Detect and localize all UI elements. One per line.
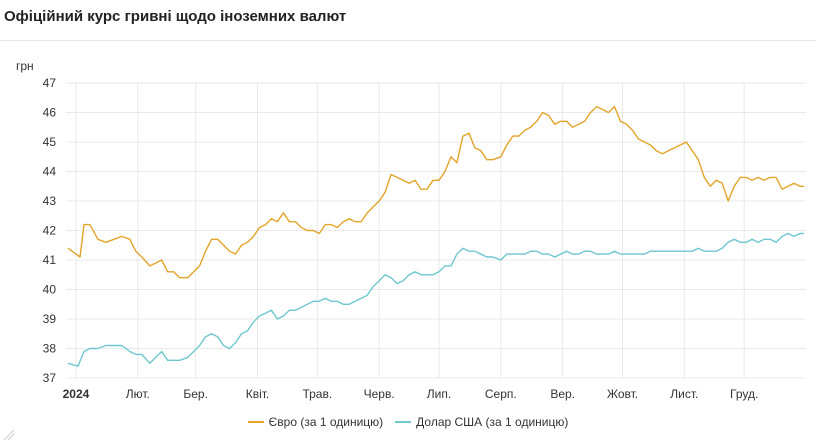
legend-swatch-eur [247,421,264,423]
y-tick-label: 41 [43,253,57,267]
chart-area: грн 37 38 39 40 41 42 43 44 45 46 47 2024 Лют. Бер. Кві… [16,59,806,401]
y-tick-label: 44 [43,165,57,179]
resize-handle-icon [3,429,15,441]
x-tick-label: Квіт. [246,387,270,401]
x-tick-label: Бер. [183,387,208,401]
y-tick-label: 40 [43,283,57,297]
y-axis-label: грн [16,59,34,73]
y-tick-label: 42 [43,224,57,238]
y-tick-label: 45 [43,135,57,149]
x-tick-label: Лист. [670,387,698,401]
y-tick-label: 39 [43,312,57,326]
legend-item-eur[interactable]: Євро (за 1 одиницю) [247,415,384,429]
x-tick-label: Трав. [302,387,332,401]
legend-swatch-usd [395,421,412,423]
legend: Євро (за 1 одиницю) Долар США (за 1 один… [0,415,816,429]
series-line-eur [67,105,804,279]
y-tick-label: 38 [43,342,57,356]
legend-item-usd[interactable]: Долар США (за 1 одиницю) [395,415,568,429]
x-tick-label: Черв. [364,387,395,401]
x-tick-label: Вер. [550,387,575,401]
series-line-usd [67,232,804,367]
x-tick-label: Груд. [730,387,758,401]
legend-label-usd: Долар США (за 1 одиницю) [416,415,569,429]
legend-label-eur: Євро (за 1 одиницю) [268,415,384,429]
x-tick-label: Жовт. [607,387,638,401]
y-tick-label: 37 [43,371,57,385]
chart-title: Офіційний курс гривні щодо іноземних вал… [4,8,347,25]
x-tick-label: Лют. [126,387,150,401]
title-divider [0,40,816,41]
y-tick-label: 46 [43,106,57,120]
y-tick-label: 43 [43,194,57,208]
x-tick-label: Лип. [427,387,451,401]
y-tick-label: 47 [43,76,57,90]
x-tick-label: Серп. [485,387,517,401]
x-tick-label: 2024 [63,387,90,401]
